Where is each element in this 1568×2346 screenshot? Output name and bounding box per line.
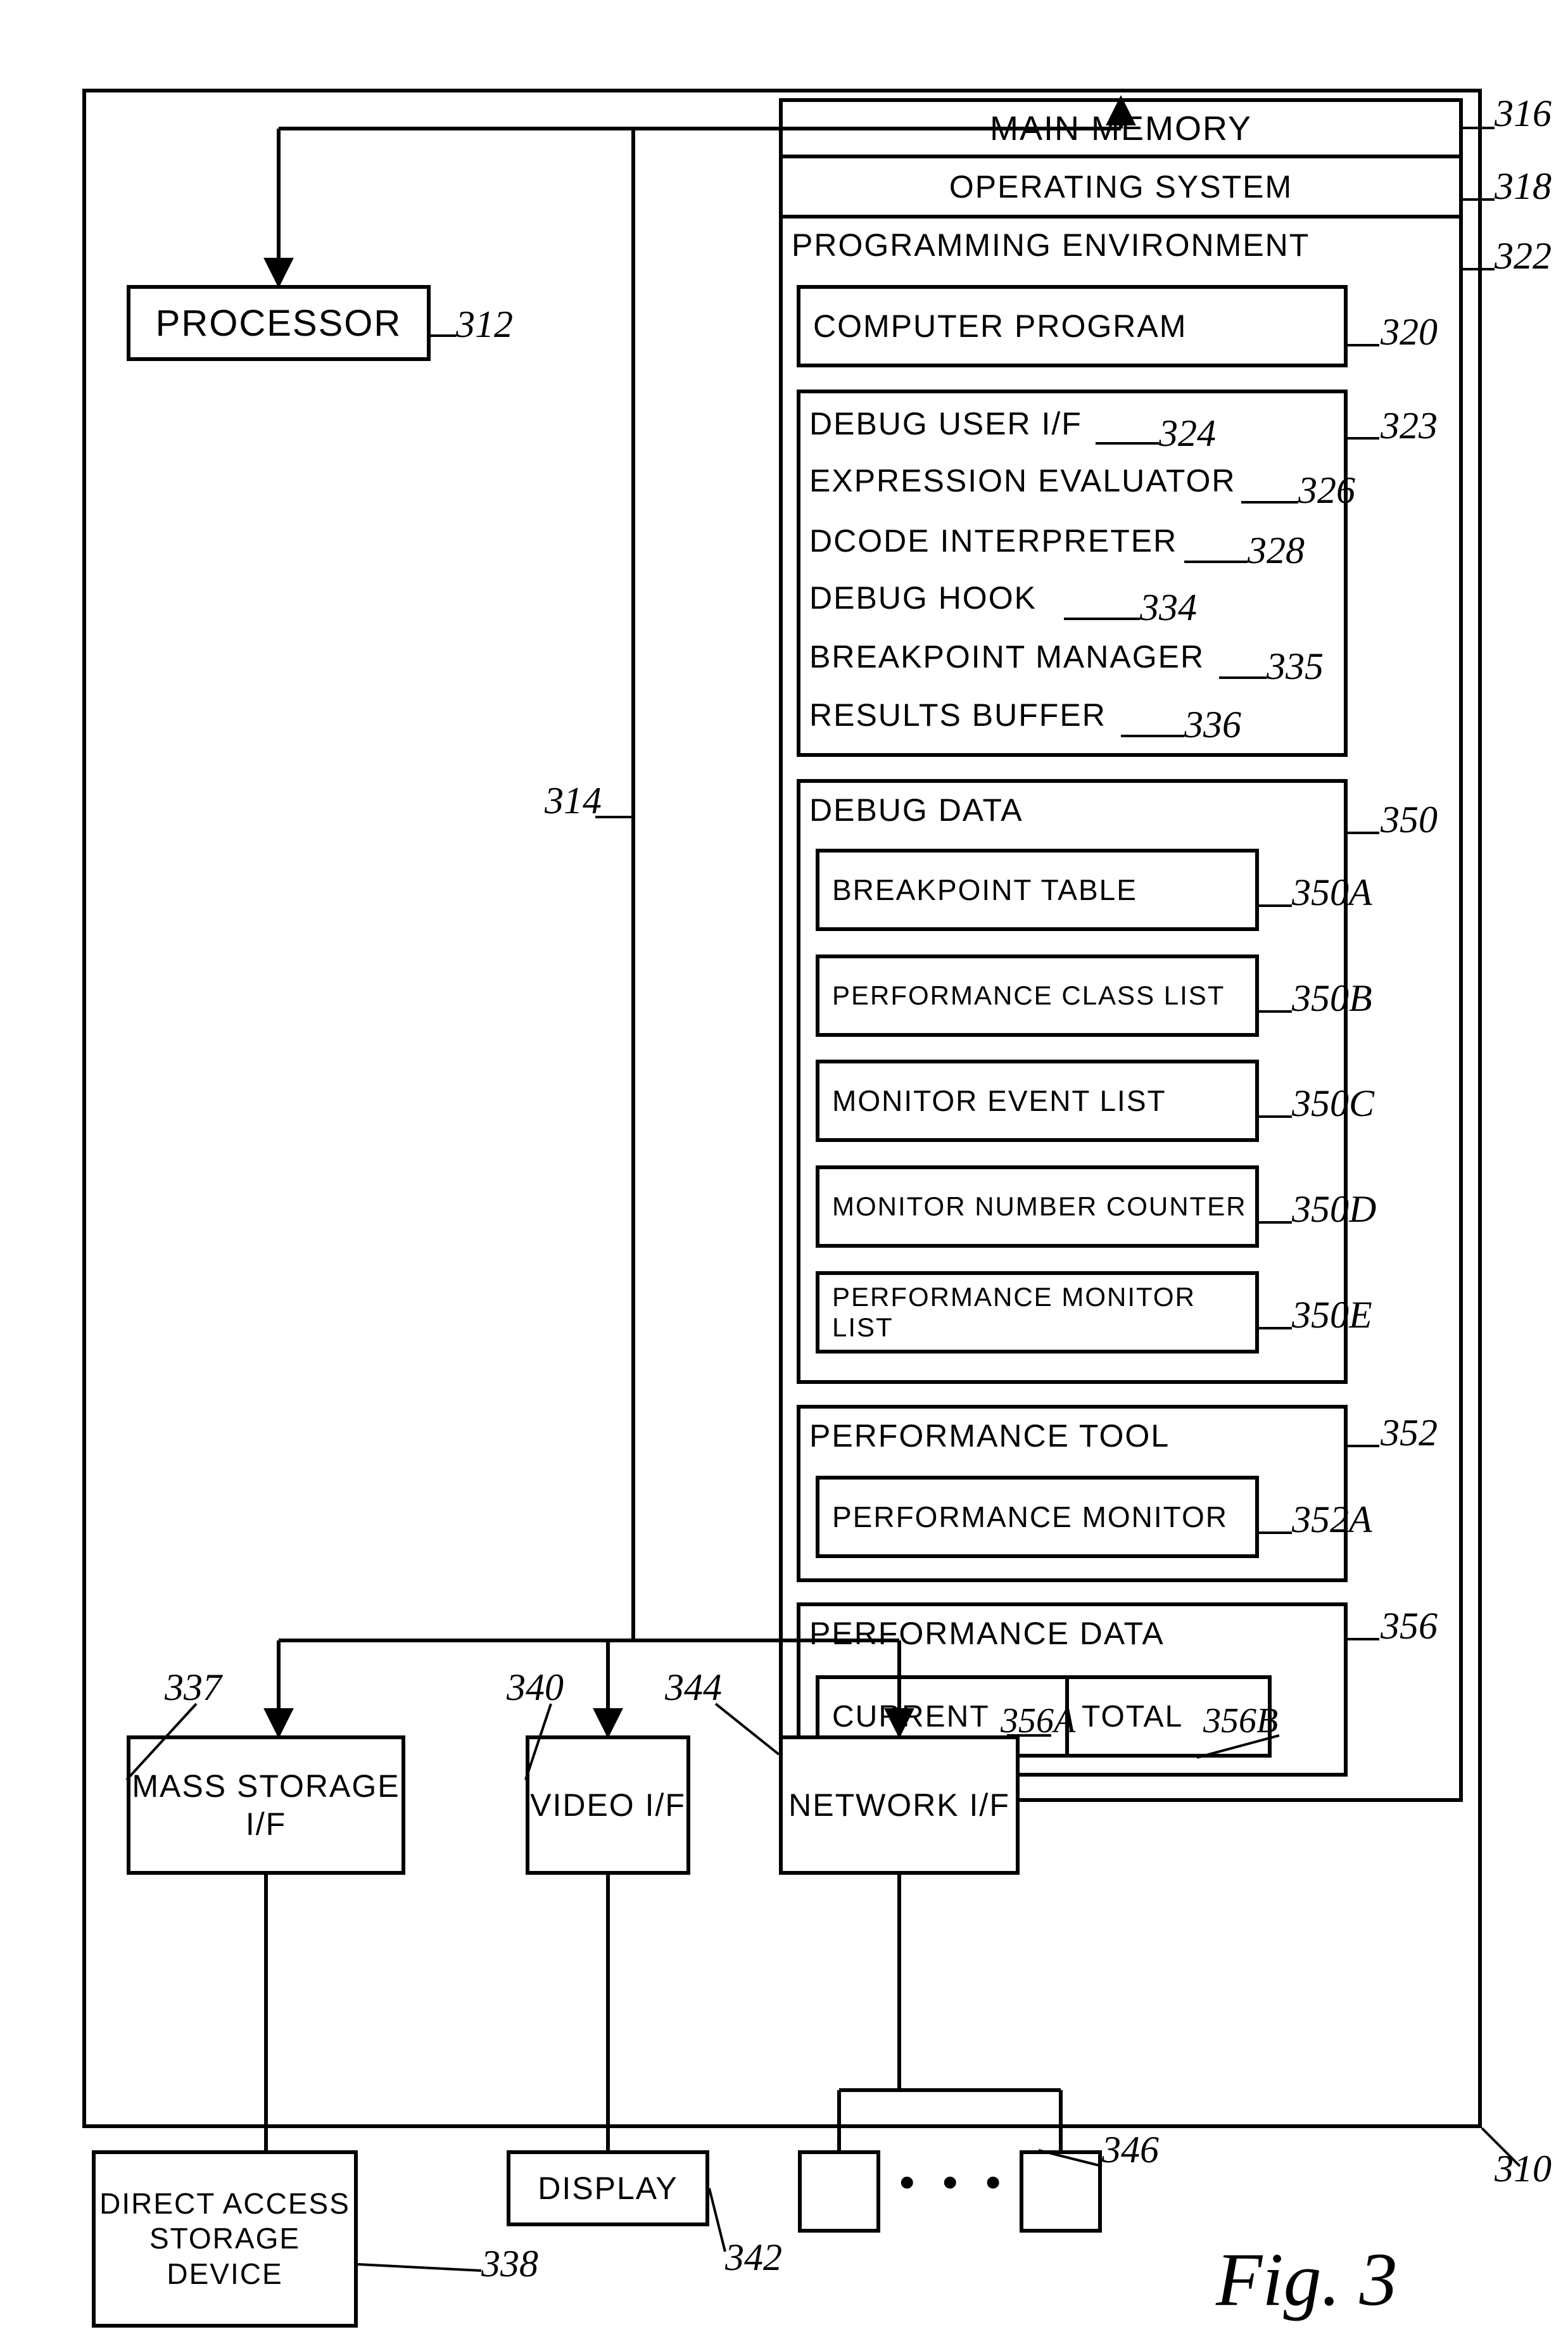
debug-data-label: DEBUG DATA xyxy=(809,792,1023,828)
debug-hook-text: DEBUG HOOK xyxy=(809,580,1037,616)
bp-table-box: BREAKPOINT TABLE xyxy=(816,849,1259,931)
net-node-2 xyxy=(1020,2150,1102,2233)
mon-num-box: MONITOR NUMBER COUNTER xyxy=(816,1165,1259,1248)
ref-350C: 350C xyxy=(1292,1082,1374,1125)
prog-env-label: PROGRAMMING ENVIRONMENT xyxy=(792,227,1310,263)
ref-310: 310 xyxy=(1495,2147,1552,2191)
bp-mgr-text: BREAKPOINT MANAGER xyxy=(809,638,1204,675)
display-box: DISPLAY xyxy=(507,2150,709,2226)
ref-337: 337 xyxy=(165,1666,222,1709)
ref-350A: 350A xyxy=(1292,871,1372,915)
ref-352A: 352A xyxy=(1292,1498,1372,1542)
ref-320: 320 xyxy=(1381,310,1438,354)
figure-label: Fig. 3 xyxy=(1216,2236,1398,2323)
mon-event-box: MONITOR EVENT LIST xyxy=(816,1060,1259,1142)
computer-program-box: COMPUTER PROGRAM xyxy=(797,285,1348,367)
perf-data-label: PERFORMANCE DATA xyxy=(809,1615,1165,1652)
os-bar: OPERATING SYSTEM xyxy=(779,158,1463,219)
net-nodes-dots: • • • xyxy=(899,2157,1008,2207)
ref-340: 340 xyxy=(507,1666,564,1709)
ref-356A: 356A xyxy=(1001,1701,1075,1741)
debug-ui-text: DEBUG USER I/F xyxy=(809,405,1082,442)
ref-338: 338 xyxy=(481,2242,538,2286)
ref-342: 342 xyxy=(725,2236,782,2279)
network-if-box: NETWORK I/F xyxy=(779,1735,1020,1875)
ref-316: 316 xyxy=(1495,92,1552,136)
ref-323: 323 xyxy=(1381,404,1438,448)
ref-334: 334 xyxy=(1140,586,1197,630)
ref-335: 335 xyxy=(1267,645,1324,688)
perf-mon-box: PERFORMANCE MONITOR xyxy=(816,1476,1259,1558)
main-memory-bar: MAIN MEMORY xyxy=(779,98,1463,158)
ref-312: 312 xyxy=(456,303,513,346)
ref-350D: 350D xyxy=(1292,1188,1376,1231)
dcode-text: DCODE INTERPRETER xyxy=(809,523,1177,559)
ref-322: 322 xyxy=(1495,234,1552,278)
ref-326: 326 xyxy=(1298,469,1355,512)
processor-box: PROCESSOR xyxy=(127,285,431,361)
ref-350B: 350B xyxy=(1292,977,1372,1020)
ref-318: 318 xyxy=(1495,165,1552,208)
ref-350E: 350E xyxy=(1292,1293,1372,1337)
expr-eval-text: EXPRESSION EVALUATOR xyxy=(809,462,1236,499)
ref-356B: 356B xyxy=(1203,1701,1278,1741)
ref-324: 324 xyxy=(1159,412,1216,455)
ref-346: 346 xyxy=(1102,2128,1159,2172)
ref-336: 336 xyxy=(1184,703,1241,747)
ref-314: 314 xyxy=(545,779,602,823)
video-if-box: VIDEO I/F xyxy=(526,1735,690,1875)
perf-tool-label: PERFORMANCE TOOL xyxy=(809,1417,1170,1454)
mass-storage-if-box: MASS STORAGE I/F xyxy=(127,1735,405,1875)
ref-344: 344 xyxy=(665,1666,722,1709)
net-node-1 xyxy=(798,2150,880,2233)
perf-class-box: PERFORMANCE CLASS LIST xyxy=(816,954,1259,1037)
ref-350: 350 xyxy=(1381,798,1438,842)
dasd-box: DIRECT ACCESS STORAGE DEVICE xyxy=(92,2150,358,2328)
res-buf-text: RESULTS BUFFER xyxy=(809,697,1106,733)
perf-mon-list-box: PERFORMANCE MONITOR LIST xyxy=(816,1271,1259,1354)
ref-328: 328 xyxy=(1248,529,1305,573)
ref-352: 352 xyxy=(1381,1411,1438,1455)
ref-356: 356 xyxy=(1381,1604,1438,1648)
